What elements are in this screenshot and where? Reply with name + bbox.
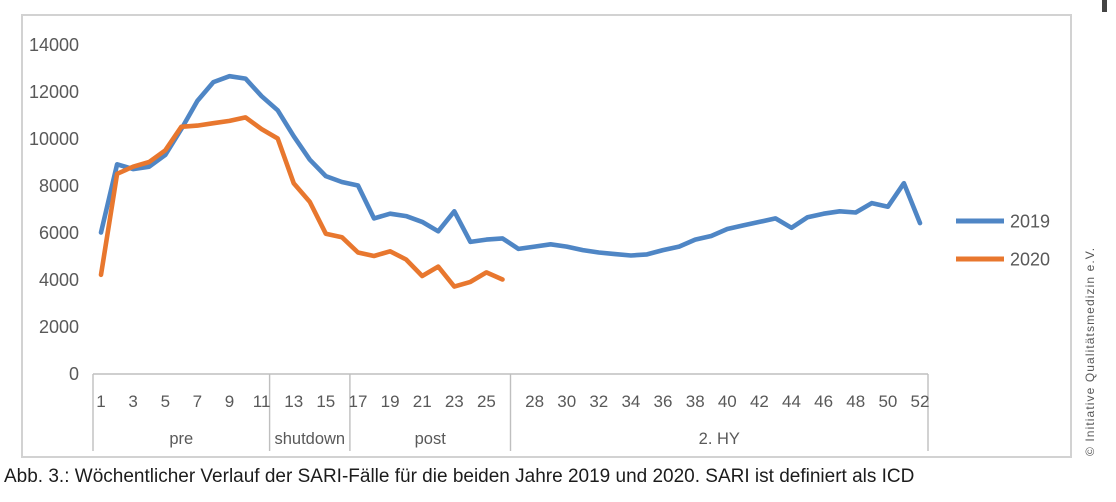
y-tick-label: 4000	[39, 270, 79, 290]
x-tick-label: 30	[557, 392, 576, 411]
legend-item-2019: 2019	[956, 212, 1050, 232]
copyright-vertical-text: © Initiative Qualitätsmedizin e.V.	[1083, 246, 1097, 456]
series-line-2020	[98, 115, 505, 289]
x-tick-label: 34	[621, 392, 640, 411]
legend: 2019 2020	[956, 212, 1050, 270]
x-tick-label: 44	[782, 392, 801, 411]
x-tick-label: 48	[846, 392, 865, 411]
x-tick-label: 23	[445, 392, 464, 411]
x-tick-label: 21	[413, 392, 432, 411]
series-line-2019	[98, 73, 923, 258]
x-tick-label: 3	[128, 392, 137, 411]
y-tick-label: 12000	[29, 82, 79, 102]
x-tick-label: 7	[193, 392, 202, 411]
x-axis-section-labels: pre shutdown post 2. HY	[169, 430, 740, 448]
x-tick-label: 13	[284, 392, 303, 411]
x-axis	[92, 373, 929, 451]
x-tick-label: 25	[477, 392, 496, 411]
legend-label-2019: 2019	[1010, 212, 1050, 232]
x-axis-labels: 1 3 5 7 9 11 13 15 17 19 21 23 25 28 30 32 34 36 38 40 42 44 4…	[96, 392, 929, 411]
x-tick-label: 15	[316, 392, 335, 411]
x-tick-label: 36	[654, 392, 673, 411]
legend-item-2020: 2020	[956, 250, 1050, 270]
y-axis-labels: 0 2000 4000 6000 8000 10000 12000 14000	[29, 35, 79, 384]
x-tick-label: 42	[750, 392, 769, 411]
legend-label-2020: 2020	[1010, 250, 1050, 270]
x-tick-label: 38	[686, 392, 705, 411]
y-tick-label: 0	[69, 364, 79, 384]
y-tick-label: 10000	[29, 129, 79, 149]
section-label-shutdown: shutdown	[274, 430, 345, 448]
x-tick-label: 1	[96, 392, 105, 411]
section-label-post: post	[415, 430, 447, 448]
cropped-page-artifact	[1102, 0, 1107, 12]
x-tick-label: 28	[525, 392, 544, 411]
section-label-pre: pre	[169, 430, 193, 448]
x-tick-label: 11	[253, 392, 271, 411]
x-tick-label: 9	[225, 392, 234, 411]
x-tick-label: 17	[349, 392, 368, 411]
x-tick-label: 19	[381, 392, 400, 411]
x-tick-label: 46	[814, 392, 833, 411]
x-tick-label: 50	[878, 392, 897, 411]
figure-caption: Abb. 3.: Wöchentlicher Verlauf der SARI-…	[4, 466, 915, 487]
x-tick-label: 40	[718, 392, 737, 411]
x-tick-label: 52	[911, 392, 930, 411]
y-tick-label: 6000	[39, 223, 79, 243]
y-tick-label: 8000	[39, 176, 79, 196]
y-tick-label: 14000	[29, 35, 79, 55]
x-tick-label: 32	[589, 392, 608, 411]
chart-frame	[21, 14, 1072, 458]
section-label-2-hy: 2. HY	[699, 430, 740, 448]
x-tick-label: 5	[161, 392, 170, 411]
y-tick-label: 2000	[39, 317, 79, 337]
